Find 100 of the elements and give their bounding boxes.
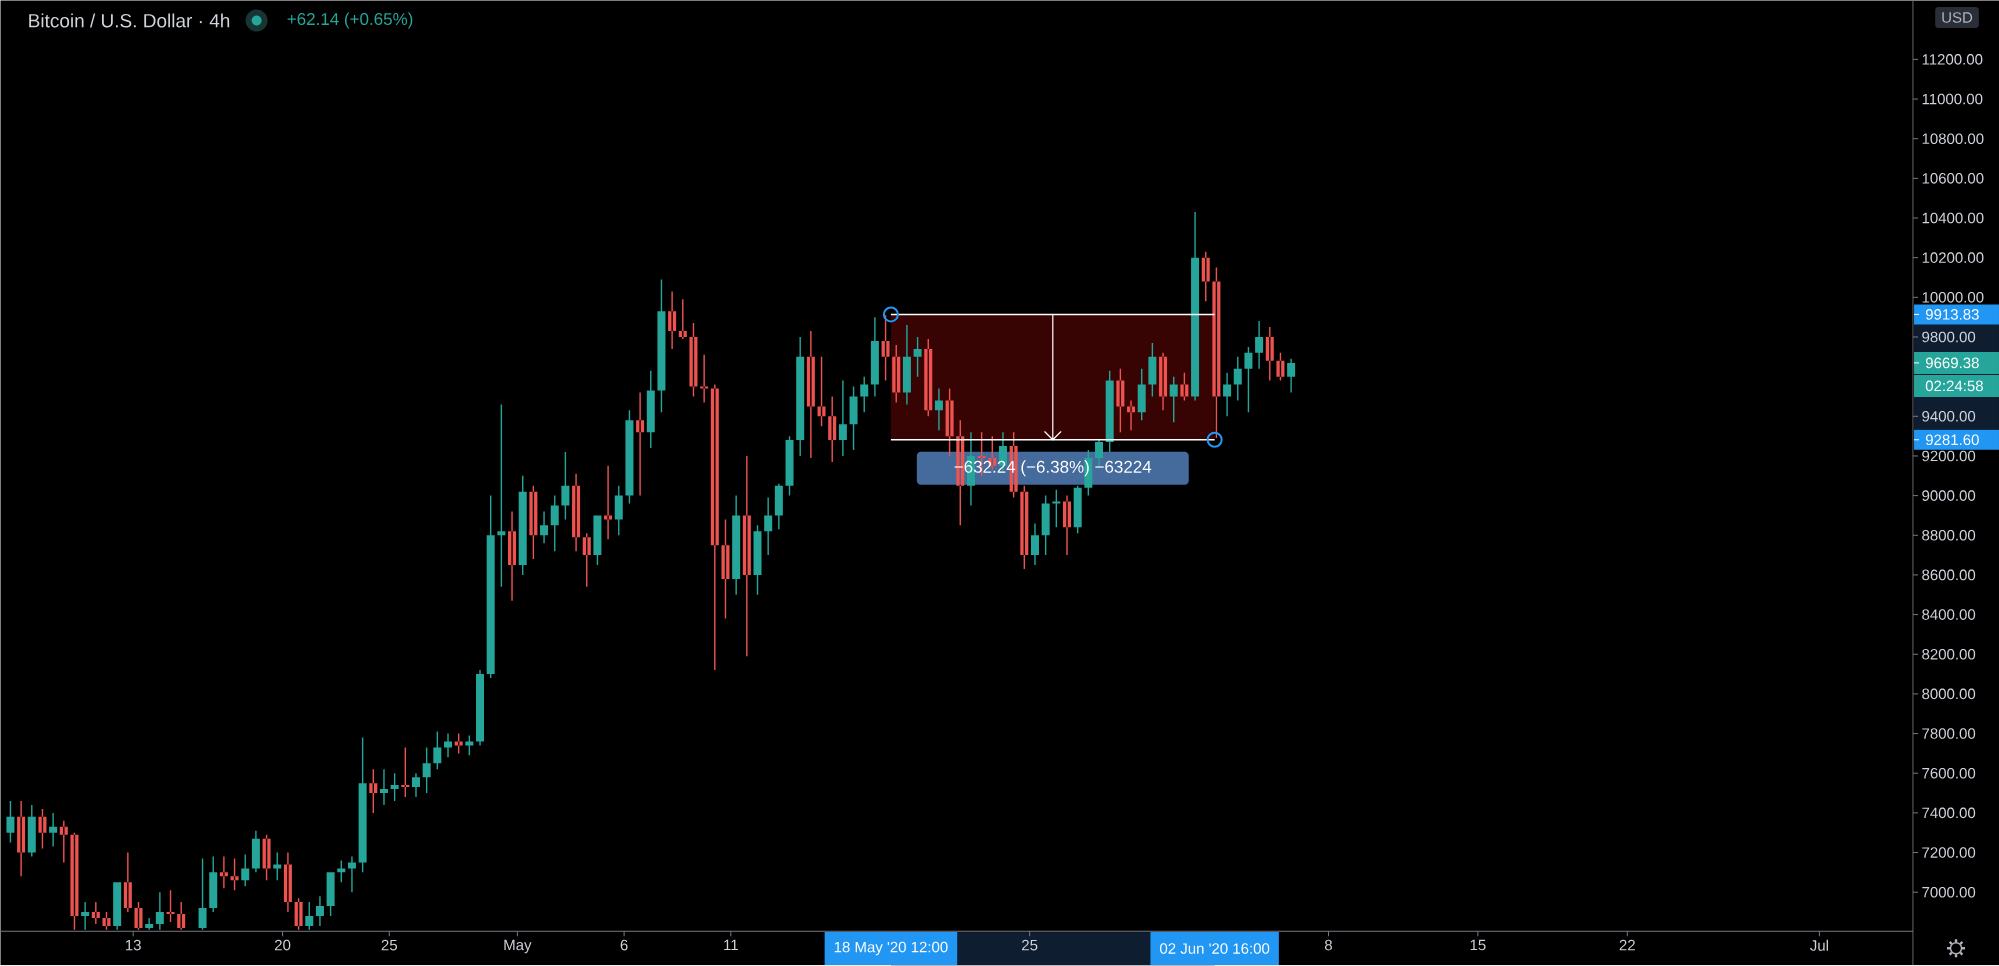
candlestick (945, 388, 954, 457)
candlestick (294, 898, 303, 930)
candlestick (508, 511, 517, 601)
candlestick (902, 325, 911, 405)
candlestick (529, 485, 538, 560)
candlestick (1030, 523, 1039, 566)
candlestick (806, 331, 815, 459)
candlestick (369, 769, 378, 813)
candlestick (636, 392, 645, 496)
y-tick-label: 11000.00 (1922, 93, 1983, 105)
candlestick (1276, 352, 1285, 381)
text: 02:24:58 (1925, 380, 1983, 392)
candlestick (70, 832, 79, 930)
candlestick (1265, 327, 1274, 381)
candlestick (1255, 321, 1264, 369)
y-tick-label: 9400.00 (1922, 411, 1976, 422)
y-tick-label: 11200.00 (1922, 54, 1983, 65)
candlestick (283, 852, 292, 913)
x-tick-label: 25 (1022, 939, 1038, 951)
candlestick (732, 495, 741, 595)
y-tick-label: 9913.83 (1925, 309, 1979, 320)
candlestick (1287, 358, 1296, 393)
y-axis-title: USD (1942, 12, 1973, 23)
y-tick-label: 10000.00 (1922, 292, 1984, 303)
y-tick-label: 9800.00 (1922, 331, 1976, 343)
candlestick (262, 834, 271, 881)
candlestick (444, 733, 453, 758)
candlestick (219, 856, 228, 889)
candlestick (411, 773, 420, 798)
candlestick (881, 315, 890, 381)
candlestick (1063, 495, 1071, 556)
x-tick-label: Jul (1810, 939, 1828, 951)
candlestick (91, 902, 100, 925)
candlestick (689, 323, 698, 397)
candlestick (710, 384, 719, 671)
y-tick-label: 10600.00 (1922, 173, 1984, 184)
candlestick (764, 497, 773, 556)
y-tick-label: 9000.00 (1922, 490, 1976, 502)
text: 9669.38 (1925, 357, 1979, 369)
candlestick (38, 809, 47, 849)
candlestick (1223, 372, 1232, 417)
candlestick (934, 388, 943, 431)
candlestick (540, 511, 549, 544)
candlestick (123, 852, 132, 913)
x-tick-label: 8 (1324, 939, 1332, 951)
candlestick (145, 918, 154, 930)
candlestick (1212, 267, 1221, 439)
candlestick (924, 339, 933, 417)
x-tick-label: 18 May '20 12:00 (834, 941, 948, 956)
candlestick (379, 769, 388, 806)
x-tick-label: 11 (724, 939, 738, 951)
y-tick-label: 7400.00 (1922, 807, 1976, 819)
candlestick (1159, 352, 1168, 411)
candlestick (678, 299, 687, 340)
x-tick-label: 02 Jun '20 16:00 (1160, 943, 1270, 954)
y-tick-label: 9200.00 (1922, 450, 1976, 462)
x-tick-label: 13 (125, 939, 141, 951)
y-tick-label: 9281.60 (1925, 434, 1979, 446)
candlestick (838, 380, 847, 457)
candlestick (347, 856, 356, 893)
candlestick (742, 456, 751, 657)
candlestick (155, 892, 164, 930)
candlestick (828, 396, 837, 463)
y-tick-label: 7200.00 (1922, 847, 1976, 858)
candlestick (81, 902, 90, 930)
y-tick-label: 10200.00 (1922, 252, 1984, 264)
y-tick-label: 10400.00 (1922, 212, 1984, 224)
candlestick (1020, 485, 1029, 570)
x-tick-label: May (504, 939, 532, 954)
x-tick-label: 15 (1470, 939, 1486, 951)
text: Bitcoin / U.S. Dollar · 4h (29, 13, 230, 28)
x-tick-label: 20 (275, 939, 291, 951)
candlestick (177, 902, 186, 930)
candlestick (134, 902, 143, 930)
annotation: +62.14 (+0.65%) (287, 12, 413, 29)
candlestick (817, 356, 826, 427)
y-tick-label: 10800.00 (1922, 133, 1984, 145)
candlestick (1116, 368, 1125, 433)
y-tick-label: 7800.00 (1922, 728, 1976, 739)
x-tick-label: 6 (620, 939, 628, 951)
y-tick-label: 8000.00 (1922, 688, 1976, 700)
candlestick (668, 291, 677, 350)
y-tick-label: 8400.00 (1922, 609, 1976, 621)
candlestick (1127, 400, 1136, 431)
candlestick (49, 813, 58, 847)
x-tick-label: 22 (1619, 939, 1635, 951)
y-tick-label: 8800.00 (1922, 530, 1976, 541)
candlestick (582, 533, 591, 587)
candlestick (401, 747, 410, 798)
candlestick (166, 890, 175, 923)
candlestick (102, 912, 111, 930)
candlestick (1201, 251, 1210, 302)
candlestick (700, 354, 709, 403)
candlestick (721, 519, 730, 619)
candlestick (17, 801, 26, 877)
y-tick-label: 8600.00 (1922, 569, 1976, 581)
y-tick-label: 7600.00 (1922, 768, 1976, 779)
candlestick (604, 466, 613, 540)
candlestick (572, 473, 581, 552)
candlestick (230, 858, 239, 891)
